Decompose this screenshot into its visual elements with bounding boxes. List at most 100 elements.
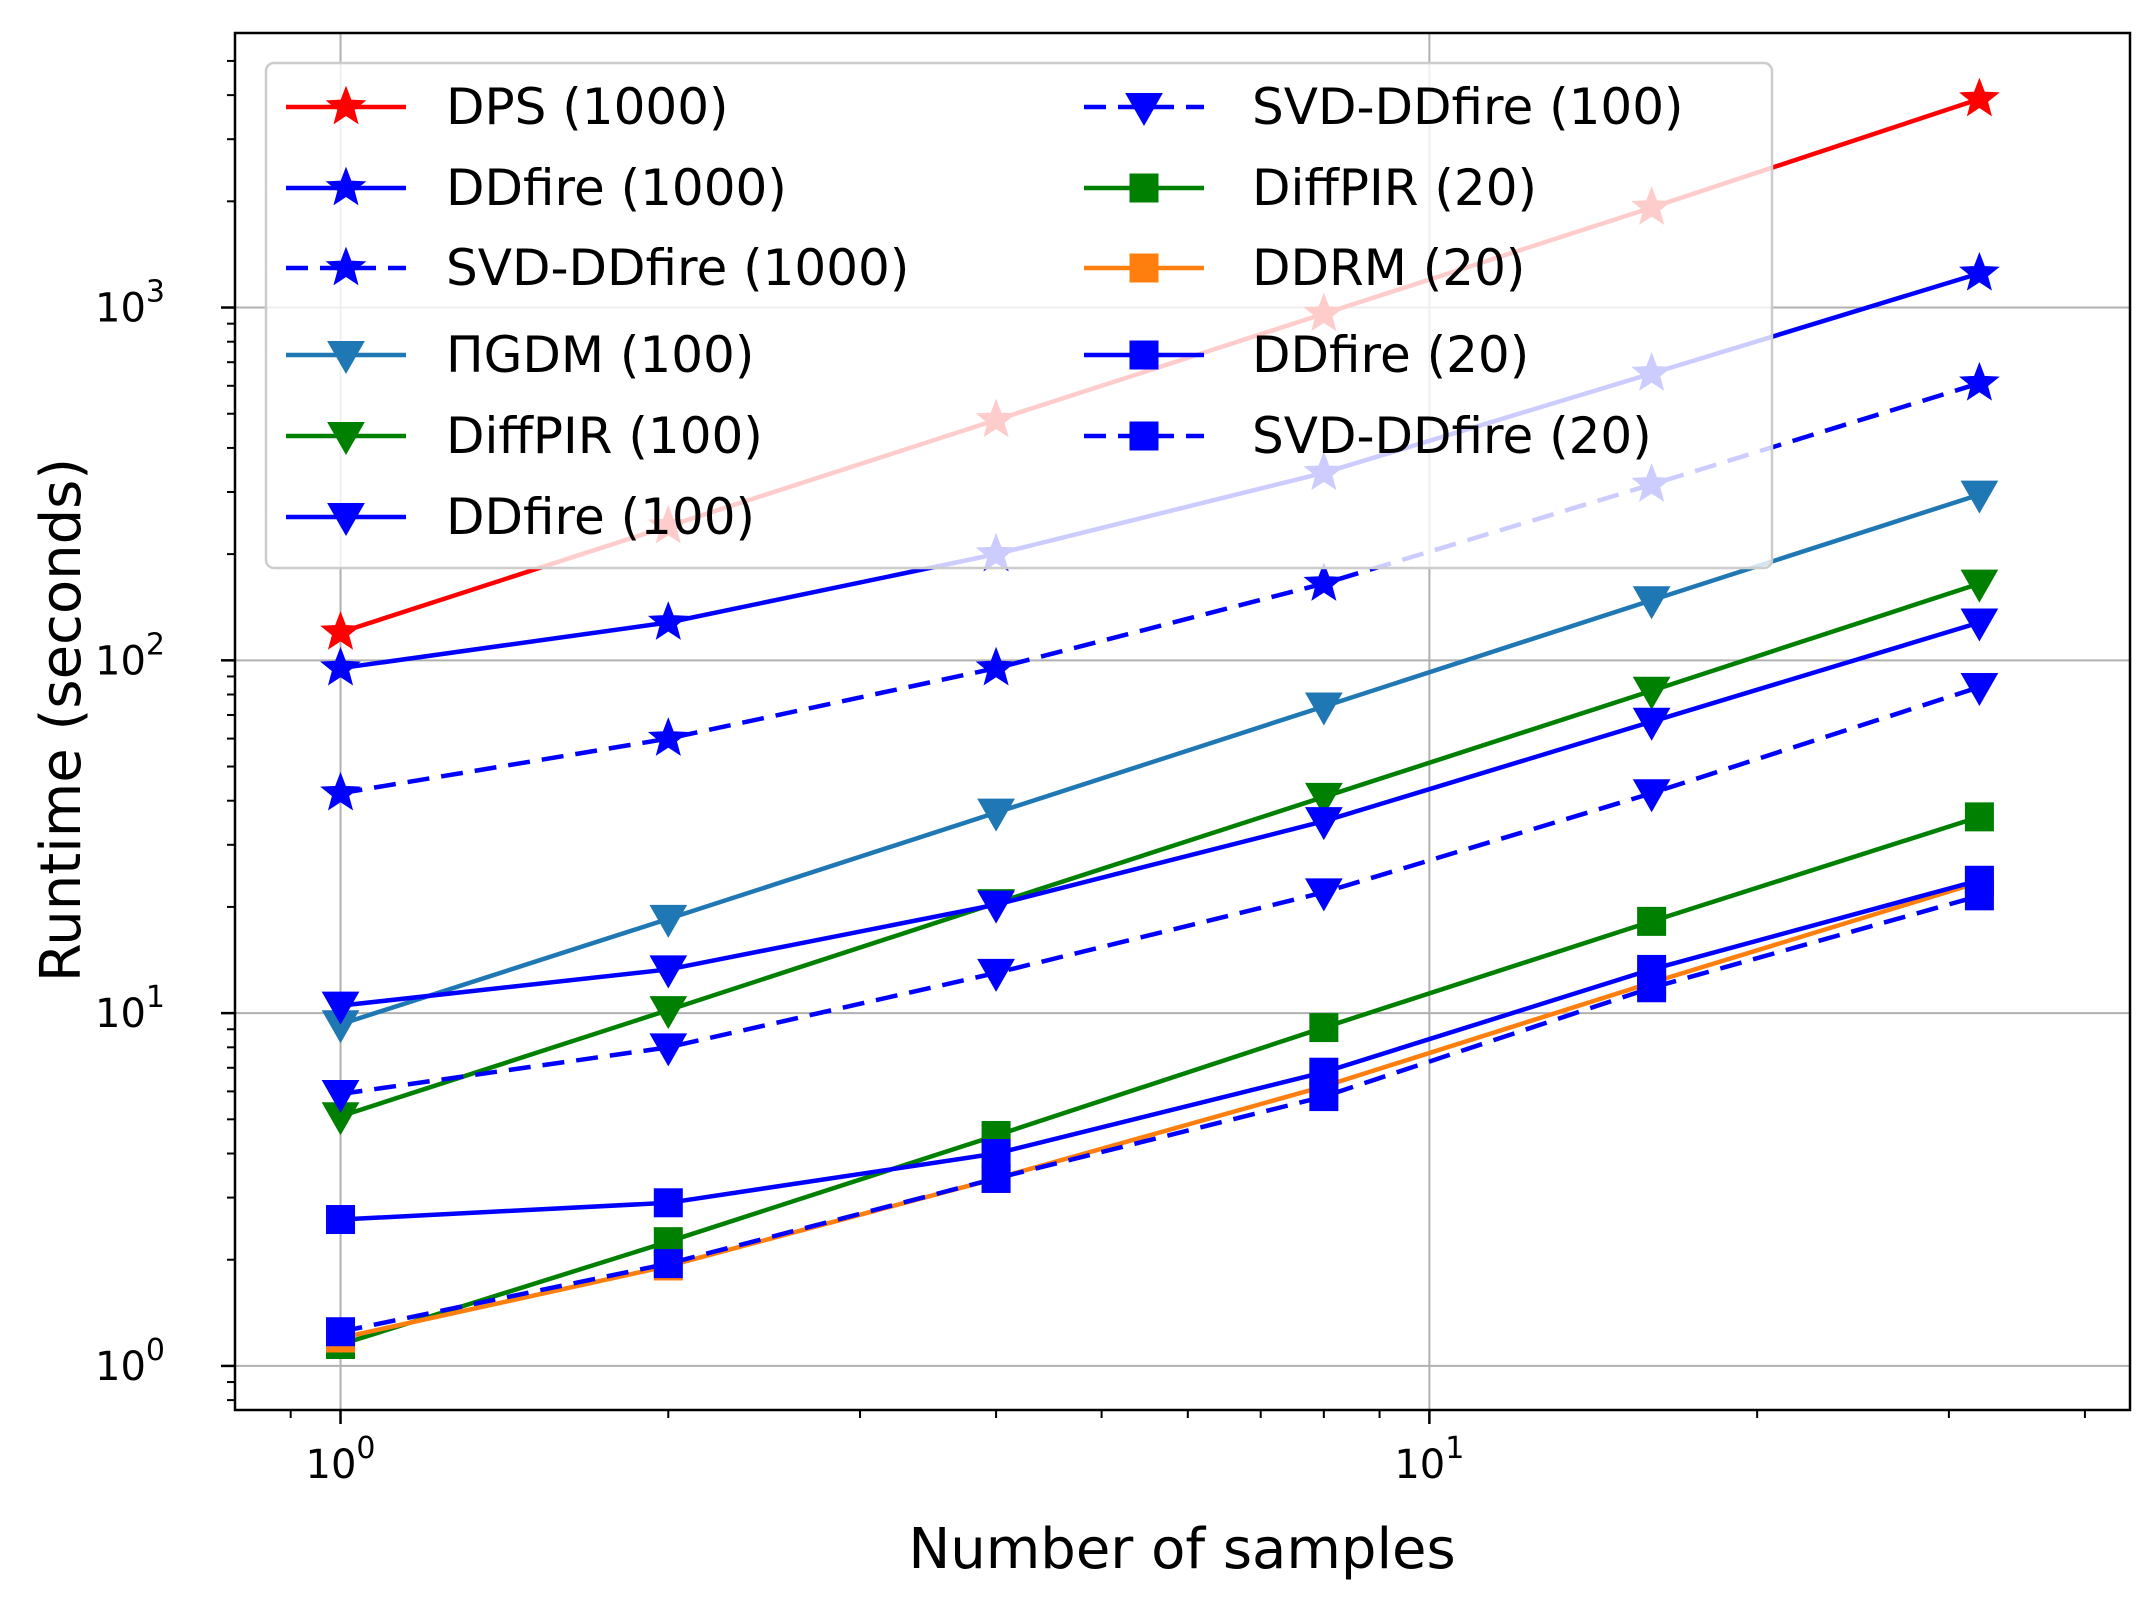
data-point — [981, 1139, 1011, 1169]
data-point — [1959, 77, 2000, 117]
data-point — [1303, 562, 1345, 601]
data-point — [981, 1163, 1011, 1193]
data-point — [321, 1079, 360, 1113]
legend-swatch-marker — [1129, 253, 1159, 283]
series-5 — [321, 608, 1999, 1025]
data-point — [1632, 707, 1671, 741]
data-point — [1632, 586, 1671, 620]
x-tick-label: 100 — [306, 1431, 376, 1488]
series-line — [340, 620, 1981, 1008]
legend-label: SVD-DDfire (1000) — [446, 239, 909, 297]
x-tick-label: 101 — [1394, 1431, 1464, 1488]
legend-label: DiffPIR (20) — [1252, 159, 1537, 217]
data-point — [1632, 779, 1671, 813]
data-point — [1964, 881, 1994, 911]
series-line — [340, 880, 1981, 1341]
data-point — [653, 1188, 683, 1218]
legend-entry: SVD-DDfire (1000) — [286, 239, 909, 297]
y-axis-label: Runtime (seconds) — [29, 458, 94, 982]
legend-swatch-marker — [1129, 421, 1159, 451]
legend-swatch-marker — [1129, 173, 1159, 203]
legend-entry: DiffPIR (20) — [1084, 159, 1537, 217]
data-point — [326, 1317, 356, 1347]
series-line — [340, 893, 1981, 1334]
y-tick-label: 101 — [95, 980, 165, 1037]
legend-entry: ΠGDM (100) — [286, 326, 754, 384]
plot-frame — [233, 31, 2132, 1412]
data-point — [320, 771, 361, 811]
data-point — [1304, 807, 1343, 841]
legend-label: SVD-DDfire (100) — [1252, 78, 1684, 136]
legend-label: DPS (1000) — [446, 78, 729, 136]
data-point — [1960, 480, 1999, 514]
data-point — [1309, 1057, 1339, 1087]
legend-entry: DDRM (20) — [1084, 239, 1525, 297]
series-10 — [326, 881, 1994, 1347]
x-axis-label: Number of samples — [908, 1517, 1455, 1582]
data-point — [1637, 906, 1667, 936]
legend-label: ΠGDM (100) — [446, 326, 754, 384]
data-point — [1309, 1082, 1339, 1112]
legend-swatch-marker — [327, 503, 365, 537]
data-point — [975, 646, 1017, 686]
legend-entry: DDfire (20) — [1084, 326, 1529, 384]
data-point — [321, 991, 360, 1025]
data-point — [1960, 673, 1999, 707]
data-point — [326, 1205, 356, 1235]
data-point — [1632, 676, 1671, 710]
minor-ticks — [227, 59, 2086, 1418]
data-point — [1304, 782, 1343, 816]
data-point — [1304, 878, 1343, 912]
data-point — [649, 904, 688, 938]
legend-label: DDfire (1000) — [446, 159, 787, 217]
data-point — [1304, 692, 1343, 726]
y-tick-label: 103 — [95, 275, 165, 332]
series-line — [339, 492, 1981, 1027]
y-tick-label: 102 — [95, 627, 165, 684]
legend-entry: DiffPIR (100) — [286, 407, 763, 465]
data-point — [647, 717, 689, 756]
legend-entry: DDfire (100) — [286, 488, 755, 546]
legend: DPS (1000) DDfire (1000) SVD-DDfire (1000)… — [264, 61, 1774, 570]
legend-entry: DPS (1000) — [286, 78, 729, 136]
data-point — [977, 958, 1015, 992]
legend-label: DiffPIR (100) — [446, 407, 763, 465]
data-point — [1959, 361, 2000, 401]
legend-swatch-marker — [327, 422, 365, 456]
legend-entry: DDfire (1000) — [286, 159, 787, 217]
y-tick-label: 100 — [95, 1333, 165, 1390]
data-point — [1960, 608, 1999, 642]
data-point — [1309, 1013, 1339, 1043]
data-point — [649, 1033, 688, 1067]
legend-entry: SVD-DDfire (100) — [1084, 78, 1684, 136]
legend-label: SVD-DDfire (20) — [1252, 407, 1652, 465]
series-line — [339, 581, 1981, 1119]
data-point — [1964, 802, 1994, 832]
data-point — [320, 610, 361, 650]
legend-box — [264, 61, 1774, 570]
legend-swatch-marker — [325, 246, 367, 286]
legend-entry: SVD-DDfire (20) — [1084, 407, 1652, 465]
data-point — [1959, 251, 2000, 291]
legend-swatch-marker — [327, 341, 365, 375]
series-line — [339, 814, 1981, 1347]
data-point — [1637, 973, 1667, 1003]
data-point — [649, 955, 688, 989]
legend-label: DDfire (20) — [1252, 326, 1529, 384]
data-point — [320, 646, 361, 686]
series-line — [340, 684, 1981, 1097]
data-point — [977, 890, 1015, 924]
legend-swatch-marker — [1125, 93, 1163, 127]
data-point — [649, 996, 688, 1030]
legend-label: DDRM (20) — [1252, 239, 1525, 297]
series-6 — [321, 673, 1999, 1113]
legend-swatch-marker — [1129, 340, 1159, 370]
series-9 — [326, 865, 1994, 1235]
legend-swatch-marker — [325, 166, 367, 206]
data-point — [647, 601, 689, 640]
data-point — [1960, 569, 1999, 603]
data-point — [977, 798, 1015, 832]
axis-ticks: 100 101 100 101 102 103 — [95, 275, 1464, 1488]
legend-label: DDfire (100) — [446, 488, 755, 546]
